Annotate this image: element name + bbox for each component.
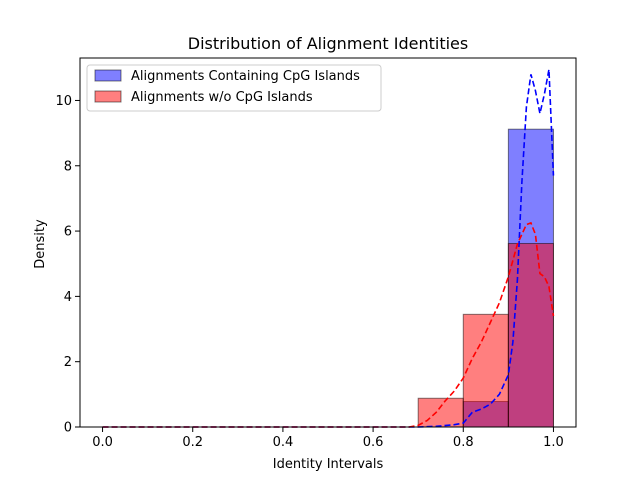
y-tick-label: 2 bbox=[64, 355, 72, 370]
x-tick-label: 0.8 bbox=[453, 435, 474, 450]
bar-no-cpg-0 bbox=[417, 397, 464, 428]
legend: Alignments Containing CpG Islands Alignme… bbox=[86, 64, 382, 112]
y-tick-label: 4 bbox=[64, 290, 72, 305]
x-tick-label: 0.6 bbox=[363, 435, 384, 450]
x-axis: 0.0 0.2 0.4 0.6 0.8 1.0 bbox=[92, 427, 564, 450]
plot-area bbox=[79, 57, 577, 428]
x-tick-label: 0.2 bbox=[182, 435, 203, 450]
x-tick-label: 1.0 bbox=[543, 435, 564, 450]
x-tick-label: 0.0 bbox=[92, 435, 113, 450]
legend-swatch bbox=[94, 69, 122, 82]
y-tick-label: 8 bbox=[64, 159, 72, 174]
legend-label: Alignments w/o CpG Islands bbox=[131, 90, 313, 105]
chart-title: Distribution of Alignment Identities bbox=[188, 34, 468, 53]
bar-no-cpg-2 bbox=[507, 242, 554, 428]
legend-swatch bbox=[94, 90, 122, 103]
y-tick-label: 10 bbox=[55, 94, 72, 109]
y-tick-label: 6 bbox=[64, 225, 72, 240]
legend-label: Alignments Containing CpG Islands bbox=[131, 69, 360, 84]
y-axis-label: Density bbox=[33, 219, 48, 269]
kde-line-cpg bbox=[102, 69, 555, 428]
legend-box bbox=[86, 64, 382, 112]
x-tick-label: 0.4 bbox=[273, 435, 294, 450]
kde-line-no-cpg bbox=[102, 221, 555, 428]
y-axis: 0 2 4 6 8 10 bbox=[55, 94, 80, 436]
y-tick-label: 0 bbox=[64, 421, 72, 436]
axes-frame bbox=[79, 57, 577, 428]
x-axis-label: Identity Intervals bbox=[273, 457, 384, 472]
